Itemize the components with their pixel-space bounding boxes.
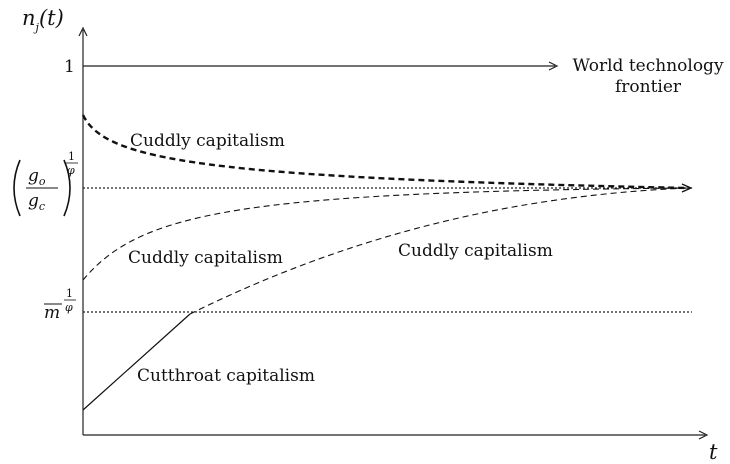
x-arrow — [698, 430, 709, 440]
y-axis-label: nj(t) — [22, 6, 64, 34]
y-arrow — [78, 26, 88, 37]
curve-label: Cuddly capitalism — [398, 241, 553, 261]
curve-label: Cuddly capitalism — [130, 131, 285, 151]
paren-left — [13, 159, 21, 217]
den-base: g — [28, 191, 39, 211]
level-m: m 1 φ — [44, 287, 76, 323]
x-axis-label: t — [709, 440, 718, 464]
level-label: 1 — [64, 57, 75, 77]
exp-den: φ — [65, 301, 73, 314]
num-base: g — [28, 166, 39, 186]
den-sub: c — [39, 200, 45, 213]
converge-arrow — [681, 183, 693, 193]
paren-right — [63, 159, 71, 217]
frontier-label: World technology — [572, 56, 724, 76]
curve-label: Cutthroat capitalism — [137, 366, 315, 386]
level-fraction: go gc 1 φ — [13, 150, 78, 217]
axes — [78, 26, 709, 440]
numerator: go — [28, 166, 46, 188]
y-label-sub: j — [33, 21, 40, 34]
y-label-arg: (t) — [39, 6, 64, 30]
exp-num: 1 — [68, 150, 75, 163]
exp-num: 1 — [66, 287, 73, 300]
cuddly-curve-middle — [82, 187, 689, 281]
cuddly-curve-top — [81, 114, 689, 190]
m-base: m — [44, 303, 60, 323]
exp-den: φ — [67, 164, 75, 177]
num-sub: o — [39, 175, 46, 188]
frontier-label: frontier — [615, 77, 682, 97]
denominator: gc — [28, 191, 45, 213]
cutthroat-line — [82, 313, 191, 411]
curve-label: Cuddly capitalism — [128, 248, 283, 268]
frontier-arrow — [548, 61, 559, 71]
y-label-base: n — [22, 6, 36, 30]
cuddly-curve-lower — [189, 187, 689, 315]
